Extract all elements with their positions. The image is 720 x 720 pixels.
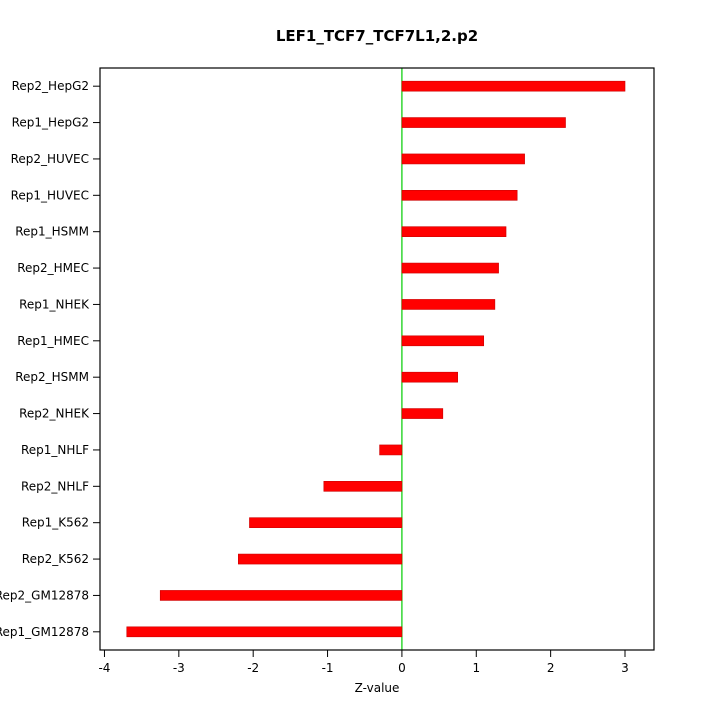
bar <box>401 80 626 92</box>
category-label: Rep2_HUVEC <box>11 152 89 166</box>
category-label: Rep2_NHEK <box>19 407 90 421</box>
category-label: Rep2_HSMM <box>15 370 89 384</box>
category-label: Rep1_HMEC <box>17 334 89 348</box>
bar <box>401 262 499 274</box>
x-tick-label: 1 <box>472 661 480 675</box>
x-tick-label: -3 <box>173 661 185 675</box>
x-tick-label: -2 <box>247 661 259 675</box>
category-label: Rep1_HepG2 <box>12 116 89 130</box>
category-label: Rep1_GM12878 <box>0 625 89 639</box>
category-label: Rep1_NHLF <box>21 443 89 457</box>
category-label: Rep1_K562 <box>22 516 89 530</box>
plot-border <box>99 67 655 651</box>
x-tick-label: 0 <box>398 661 406 675</box>
category-label: Rep2_NHLF <box>21 479 89 493</box>
plot-area: Rep2_HepG2 Rep1_HepG2 Rep2_HUVEC Rep1_HUVEC… <box>0 67 655 675</box>
category-label: Rep2_GM12878 <box>0 588 89 602</box>
bar <box>401 190 518 201</box>
bar <box>379 444 403 456</box>
chart-title: LEF1_TCF7_TCF7L1,2.p2 <box>276 27 478 45</box>
bar <box>126 626 403 638</box>
bar <box>401 408 444 419</box>
x-tick-label: -4 <box>98 661 110 675</box>
bar <box>401 153 525 165</box>
bar <box>401 226 507 237</box>
category-label: Rep1_HSMM <box>15 225 89 239</box>
bar <box>401 117 566 128</box>
category-label: Rep1_NHEK <box>19 297 90 311</box>
x-tick-label: -1 <box>322 661 334 675</box>
bar <box>323 481 403 492</box>
category-label: Rep2_HMEC <box>17 261 89 275</box>
category-label: Rep2_HepG2 <box>12 79 89 93</box>
x-axis-label: Z-value <box>355 681 400 695</box>
x-tick-label: 3 <box>621 661 629 675</box>
category-label: Rep1_HUVEC <box>11 188 89 202</box>
bar <box>238 553 403 565</box>
bar <box>401 371 458 383</box>
x-tick-label: 2 <box>547 661 555 675</box>
bar <box>401 335 485 347</box>
bar <box>249 517 403 528</box>
bar <box>401 299 496 310</box>
category-label: Rep2_K562 <box>22 552 89 566</box>
bar <box>159 590 403 601</box>
